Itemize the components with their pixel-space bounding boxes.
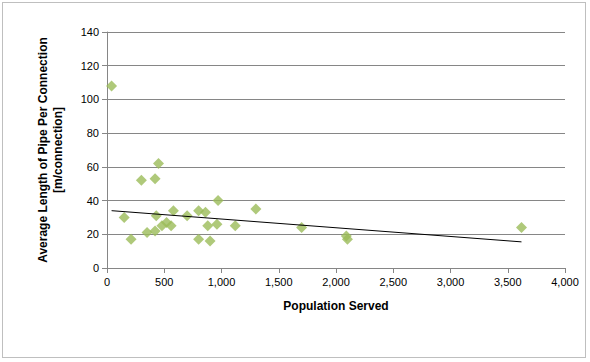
- svg-text:[m/connection]: [m/connection]: [51, 107, 65, 193]
- svg-text:1,500: 1,500: [265, 276, 293, 288]
- svg-text:80: 80: [87, 127, 99, 139]
- svg-text:3,500: 3,500: [494, 276, 522, 288]
- svg-text:Average Length of Pipe Per Con: Average Length of Pipe Per Connection: [36, 37, 50, 263]
- svg-text:2,500: 2,500: [379, 276, 407, 288]
- svg-text:0: 0: [104, 276, 110, 288]
- svg-text:1,000: 1,000: [208, 276, 236, 288]
- svg-text:4,000: 4,000: [551, 276, 579, 288]
- svg-text:20: 20: [87, 228, 99, 240]
- svg-text:Population Served: Population Served: [283, 299, 388, 313]
- svg-text:140: 140: [81, 26, 99, 38]
- svg-text:100: 100: [81, 93, 99, 105]
- svg-text:2,000: 2,000: [322, 276, 350, 288]
- svg-text:40: 40: [87, 195, 99, 207]
- svg-text:120: 120: [81, 60, 99, 72]
- svg-text:500: 500: [155, 276, 173, 288]
- svg-text:3,000: 3,000: [437, 276, 465, 288]
- svg-text:60: 60: [87, 161, 99, 173]
- svg-text:0: 0: [93, 262, 99, 274]
